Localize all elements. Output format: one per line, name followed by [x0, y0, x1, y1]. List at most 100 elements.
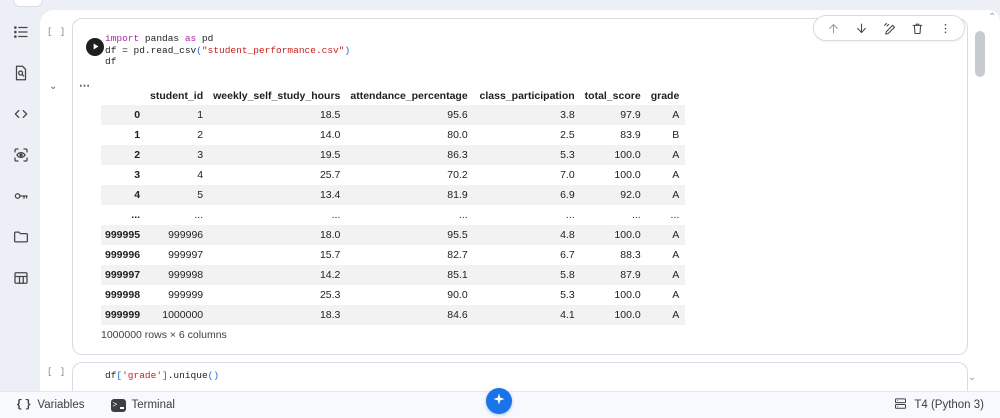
terminal-label: Terminal: [131, 399, 175, 411]
table-cell: A: [672, 109, 680, 121]
table-cell: 80.0: [447, 129, 468, 141]
sidebar-item-find-replace[interactable]: [8, 62, 34, 88]
table-cell: 999998: [168, 269, 204, 281]
table-cell: ...: [565, 209, 575, 221]
table-cell: 14.0: [319, 129, 341, 141]
table-cell: 90.0: [447, 289, 468, 301]
table-cell: 18.0: [319, 229, 341, 241]
left-sidebar: [0, 10, 42, 391]
table-row: 999998 999999 25.3 90.0 5.3 100.0 A: [101, 285, 685, 305]
sidebar-item-table-of-contents[interactable]: [8, 21, 34, 47]
table-row: .....................: [101, 205, 685, 225]
row-index-cell: 999999: [105, 309, 141, 321]
table-cell: 81.9: [447, 189, 468, 201]
column-header-cell: total_score: [584, 90, 641, 102]
cell2-code[interactable]: df['grade'].unique(): [105, 370, 219, 382]
table-cell: 86.3: [447, 149, 468, 161]
table-row: 999995 999996 18.0 95.5 4.8 100.0 A: [101, 225, 686, 245]
table-cell: 6.7: [560, 249, 575, 261]
table-cell: 84.6: [447, 309, 468, 321]
table-cell: 100.0: [614, 309, 641, 321]
column-header-cell: grade: [650, 90, 680, 102]
table-cell: ...: [458, 209, 468, 221]
files-folder-icon: [12, 228, 30, 251]
row-index-cell: ...: [131, 209, 141, 221]
window-tab-remnant: [13, 0, 43, 7]
table-cell: 18.3: [319, 309, 341, 321]
table-cell: 92.0: [620, 189, 641, 201]
table-cell: 5.8: [560, 269, 575, 281]
sidebar-item-variable-inspector[interactable]: [8, 144, 34, 170]
sidebar-item-secrets[interactable]: [8, 185, 34, 211]
table-row: 4 5 13.4 81.9 6.9 92.0 A: [101, 185, 686, 205]
table-row: 0 1 18.5 95.6 3.8 97.9 A: [101, 105, 686, 125]
table-cell: 4: [197, 169, 204, 181]
gemini-spark-button[interactable]: [486, 388, 512, 414]
move-cell-up-icon[interactable]: [823, 18, 843, 38]
row-index-cell: 999995: [105, 229, 141, 241]
play-icon: [91, 38, 100, 56]
table-cell: 85.1: [447, 269, 468, 281]
secrets-key-icon: [12, 187, 30, 210]
table-cell: 100.0: [614, 229, 641, 241]
table-cell: 25.7: [319, 169, 341, 181]
scrollbar-thumb[interactable]: [975, 31, 985, 77]
sidebar-item-data-table[interactable]: [8, 267, 34, 293]
collapse-output-chevron-icon[interactable]: ⌄: [49, 81, 58, 92]
table-cell: 2.5: [560, 129, 575, 141]
table-cell: 82.7: [447, 249, 468, 261]
table-cell: 97.9: [620, 109, 641, 121]
cell1-code[interactable]: import pandas as pd df = pd.read_csv("stu…: [105, 33, 350, 68]
variables-button[interactable]: { } Variables: [16, 399, 85, 411]
run-cell-button[interactable]: [86, 38, 104, 56]
table-cell: A: [672, 169, 680, 181]
braces-icon: { }: [16, 399, 32, 411]
row-index-cell: 4: [134, 189, 141, 201]
scroll-up-chevron-icon[interactable]: ⌃: [988, 12, 997, 23]
runtime-status-button[interactable]: T4 (Python 3): [893, 396, 984, 414]
table-cell: 88.3: [620, 249, 641, 261]
table-cell: 3: [197, 149, 204, 161]
cell2-execution-count: [ ]: [47, 367, 67, 377]
table-cell: 5.3: [560, 149, 575, 161]
table-cell: A: [672, 269, 680, 281]
table-cell: 14.2: [319, 269, 341, 281]
find-replace-icon: [12, 64, 30, 87]
move-cell-down-icon[interactable]: [851, 18, 871, 38]
index-header-cell: [101, 87, 146, 105]
table-row: 999999 1000000 18.3 84.6 4.1 100.0 A: [101, 305, 686, 325]
table-row: 2 3 19.5 86.3 5.3 100.0 A: [101, 145, 686, 165]
more-vert-icon[interactable]: [935, 18, 955, 38]
sidebar-item-files[interactable]: [8, 226, 34, 252]
spark-icon: [492, 392, 506, 411]
table-cell: 5.3: [560, 289, 575, 301]
table-row: 3 4 25.7 70.2 7.0 100.0 A: [101, 165, 685, 185]
table-cell: 100.0: [614, 289, 641, 301]
terminal-button[interactable]: Terminal: [110, 398, 175, 412]
table-cell: 95.6: [447, 109, 468, 121]
sidebar-item-code-snippets[interactable]: [8, 103, 34, 129]
table-cell: 100.0: [614, 149, 641, 161]
output-options-icon[interactable]: ⋯: [79, 80, 91, 92]
column-header-cell: attendance_percentage: [350, 90, 468, 102]
magic-edit-icon[interactable]: [879, 18, 899, 38]
table-cell: 6.9: [560, 189, 575, 201]
row-index-cell: 1: [134, 129, 141, 141]
code-cell-1[interactable]: import pandas as pd df = pd.read_csv("stu…: [72, 15, 968, 355]
variable-inspector-icon: [12, 146, 30, 169]
table-cell: 19.5: [319, 149, 341, 161]
table-cell: A: [672, 149, 680, 161]
scroll-down-chevron-icon[interactable]: ⌄: [968, 372, 977, 383]
delete-cell-icon[interactable]: [907, 18, 927, 38]
code-line: import pandas as pd: [105, 33, 214, 44]
row-index-cell: 0: [134, 109, 141, 121]
table-cell: 18.5: [319, 109, 341, 121]
table-cell: ...: [331, 209, 341, 221]
table-cell: ...: [670, 209, 680, 221]
table-cell: 95.5: [447, 229, 468, 241]
code-snippets-icon: [12, 105, 30, 128]
table-cell: 7.0: [560, 169, 575, 181]
table-row: 999997 999998 14.2 85.1 5.8 87.9 A: [101, 265, 686, 285]
code-line: df = pd.read_csv("student_performance.cs…: [105, 44, 351, 56]
code-cell-2[interactable]: df['grade'].unique(): [72, 362, 968, 391]
